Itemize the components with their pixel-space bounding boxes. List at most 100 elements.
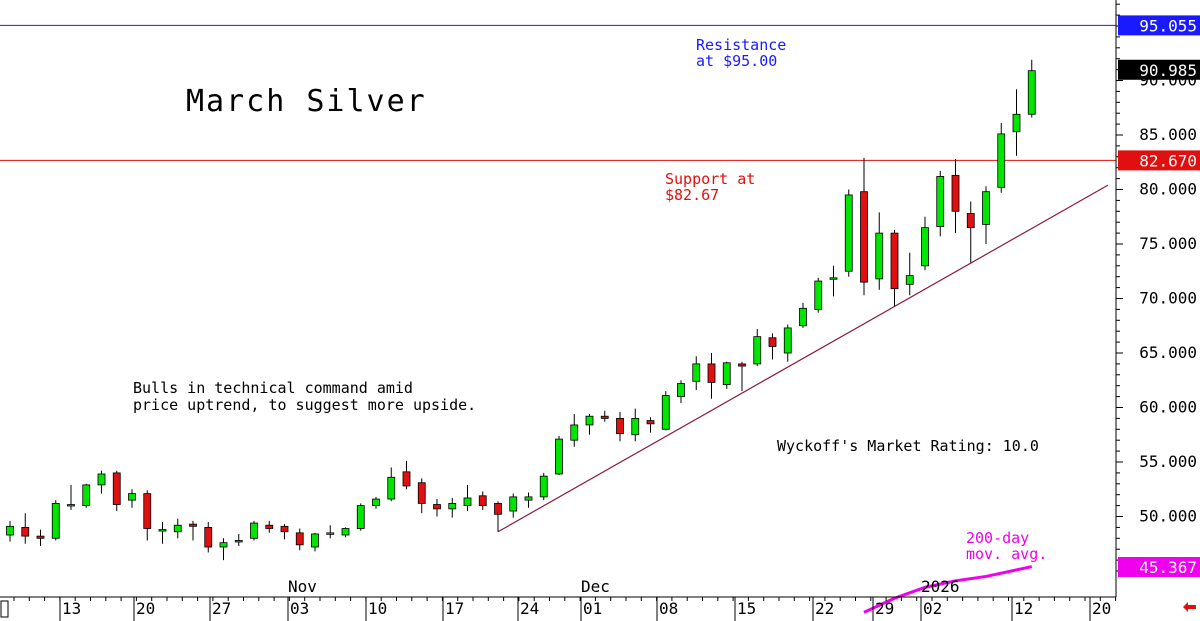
- candle-body-down: [265, 524, 274, 529]
- candle-body-down: [951, 174, 960, 212]
- candle-body-up: [631, 417, 640, 436]
- candle-body-up: [661, 395, 670, 430]
- x-day-label: 17: [445, 599, 464, 618]
- candle-67: [1027, 59, 1036, 118]
- candle-57: [875, 212, 884, 290]
- candle-49: [753, 329, 762, 367]
- resistance-badge-text: 95.055: [1139, 16, 1197, 35]
- candle-body-up: [555, 438, 563, 475]
- candle-body-up: [844, 194, 853, 272]
- x-day-label: 27: [212, 599, 231, 618]
- candle-30: [463, 484, 472, 512]
- candle-body-up: [250, 522, 258, 539]
- candles-layer: [6, 59, 1036, 561]
- x-day-label: 22: [815, 599, 834, 618]
- candle-body-up: [6, 525, 14, 536]
- candle-body-up: [158, 529, 167, 532]
- candle-body-up: [722, 362, 731, 386]
- y-tick-label: 60.000: [1139, 398, 1197, 417]
- last-price-badge-bg: [1118, 59, 1200, 80]
- candle-31: [478, 491, 487, 510]
- candle-28: [433, 499, 441, 517]
- resistance-badge: 95.055: [1118, 15, 1200, 36]
- moving-average-annotation: 200-day mov. avg.: [966, 529, 1048, 563]
- y-tick-label: 85.000: [1139, 125, 1197, 144]
- support-badge: 82.670: [1118, 150, 1200, 171]
- candle-body-up: [539, 475, 548, 498]
- x-day-label: 20: [136, 599, 155, 618]
- x-day-label: 13: [62, 599, 81, 618]
- candle-39: [600, 410, 609, 422]
- candle-body-up: [829, 277, 838, 280]
- candle-46: [707, 353, 716, 399]
- moving-average-badge-text: 45.367: [1139, 558, 1197, 577]
- candle-44: [677, 380, 685, 404]
- nav-controls: [0, 600, 1196, 618]
- market-rating-annotation: Wyckoff's Market Rating: 10.0: [777, 437, 1039, 455]
- candle-19: [295, 528, 304, 551]
- candle-body-down: [402, 471, 411, 487]
- candle-body-down: [21, 527, 30, 537]
- y-tick-label: 75.000: [1139, 234, 1197, 253]
- candle-body-down: [860, 191, 868, 283]
- candle-body-down: [600, 415, 609, 419]
- candle-body-up: [677, 383, 685, 397]
- candle-36: [555, 435, 563, 476]
- candle-body-up: [219, 542, 228, 548]
- candle-6: [97, 470, 106, 494]
- candle-body-down: [204, 527, 213, 548]
- candle-55: [844, 189, 853, 277]
- moving-average-badge-bg: [1118, 556, 1200, 577]
- resistance-badge-bg: [1118, 15, 1200, 36]
- candle-58: [890, 229, 899, 307]
- candle-2: [36, 529, 45, 546]
- candle-33: [509, 493, 518, 518]
- candle-38: [585, 414, 594, 435]
- candle-26: [402, 460, 411, 490]
- candle-24: [372, 496, 380, 509]
- x-day-label: 20: [1092, 599, 1111, 618]
- candle-51: [783, 324, 792, 362]
- candle-body-up: [692, 363, 701, 382]
- candle-body-up: [372, 498, 380, 506]
- candle-47: [722, 361, 731, 389]
- x-day-label: 03: [290, 599, 309, 618]
- candle-18: [280, 524, 289, 540]
- resistance-annotation: Resistance at $95.00: [696, 36, 787, 70]
- candle-15: [234, 533, 243, 546]
- candle-21: [326, 525, 335, 539]
- candle-body-up: [570, 424, 579, 441]
- candle-27: [417, 478, 426, 514]
- candle-53: [814, 277, 823, 313]
- candle-body-up: [509, 496, 518, 512]
- candle-body-up: [524, 496, 533, 501]
- x-day-label: 10: [368, 599, 387, 618]
- price-badges: 95.055 82.670 90.985 45.367: [1118, 15, 1200, 577]
- candle-body-up: [1012, 113, 1021, 133]
- candle-35: [539, 472, 548, 501]
- x-month-label: Nov: [288, 577, 317, 596]
- moving-average-line: [863, 565, 1033, 614]
- x-month-label: Dec: [581, 577, 610, 596]
- candle-34: [524, 492, 533, 508]
- candle-body-down: [189, 523, 197, 527]
- candle-42: [646, 417, 655, 433]
- y-tick-label: 50.000: [1139, 507, 1197, 526]
- candle-10: [158, 521, 167, 544]
- candle-body-up: [448, 503, 457, 510]
- candle-43: [661, 391, 670, 431]
- candle-body-down: [112, 472, 121, 505]
- candle-64: [982, 186, 990, 244]
- candle-37: [570, 414, 579, 447]
- x-day-label: 01: [583, 599, 602, 618]
- candle-body-up: [905, 275, 914, 285]
- x-day-label: 08: [659, 599, 678, 618]
- candle-body-up: [585, 415, 594, 426]
- candle-4: [67, 484, 75, 510]
- y-tick-label: 55.000: [1139, 452, 1197, 471]
- candle-50: [768, 333, 777, 360]
- candle-body-down: [143, 493, 152, 529]
- candle-body-up: [387, 476, 396, 500]
- candle-54: [829, 265, 838, 297]
